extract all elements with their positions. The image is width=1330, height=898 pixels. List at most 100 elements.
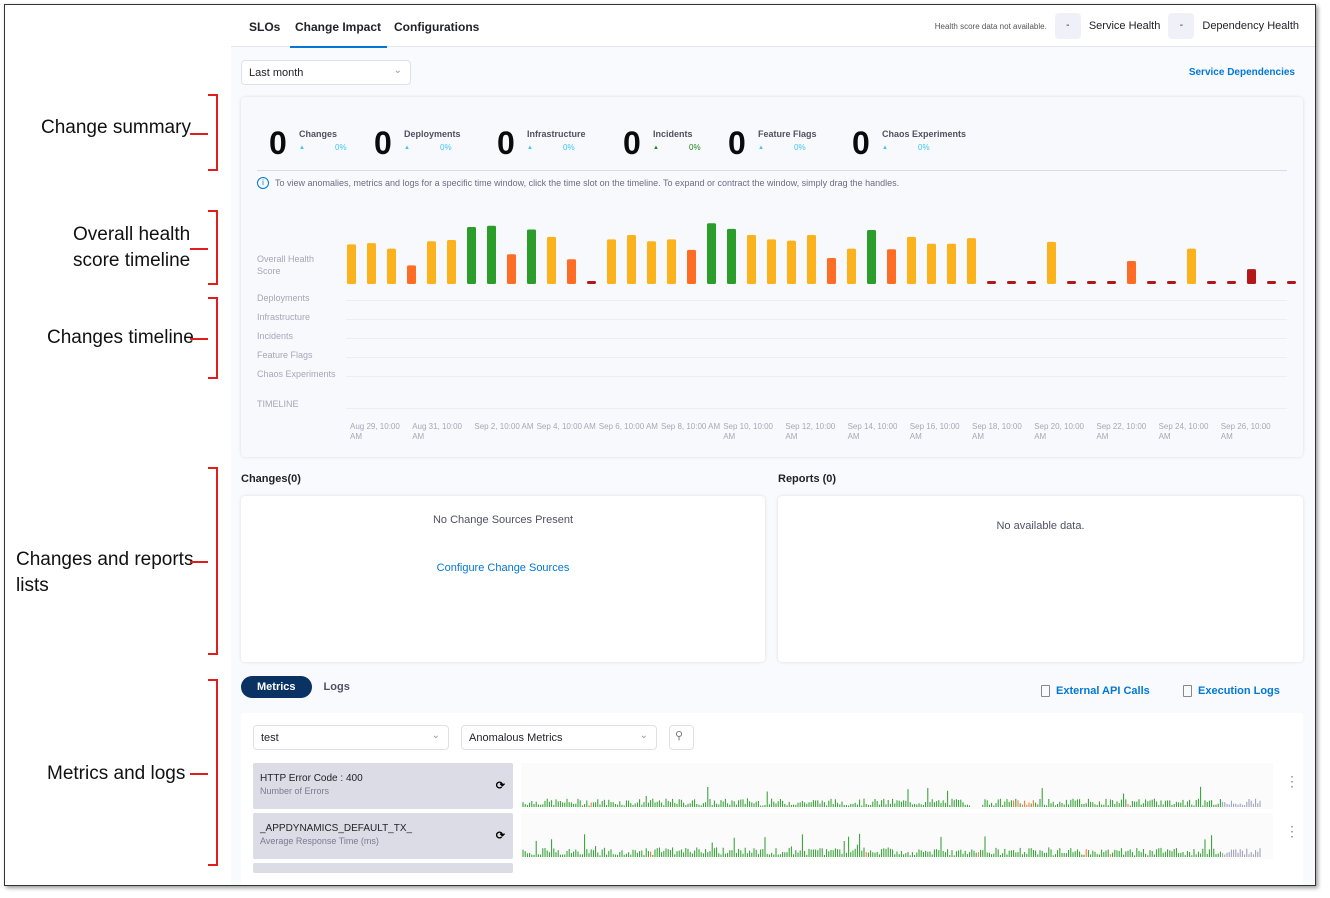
api-document-icon [1041, 685, 1050, 697]
health-bar[interactable] [347, 244, 356, 284]
search-button[interactable]: ⚲ [669, 725, 694, 750]
health-bar[interactable] [587, 281, 596, 284]
health-bar[interactable] [547, 236, 556, 284]
health-bar[interactable] [987, 281, 996, 284]
info-icon: i [257, 177, 269, 189]
health-bar[interactable] [727, 228, 736, 284]
health-bar[interactable] [427, 241, 436, 284]
health-bar[interactable] [967, 238, 976, 284]
health-bar[interactable] [1187, 248, 1196, 284]
health-bar[interactable] [1007, 281, 1016, 284]
health-bar[interactable] [487, 225, 496, 284]
tab-metrics[interactable]: Metrics [241, 676, 312, 698]
time-range-value: Last month [249, 67, 304, 79]
annotation-health-timeline: Overall health score timeline [73, 224, 191, 271]
health-bar[interactable] [1227, 281, 1236, 284]
health-bar[interactable] [707, 223, 716, 284]
trend-up-icon: ▲ [653, 145, 659, 151]
health-bar[interactable] [927, 243, 936, 284]
stat-count: 0 [728, 125, 746, 161]
service-dependencies-link[interactable]: Service Dependencies [1188, 67, 1295, 78]
service-health-label: Service Health [1088, 20, 1161, 32]
health-bar[interactable] [1207, 281, 1216, 284]
health-bar[interactable] [847, 248, 856, 284]
annotation-lists: Changes and reports lists [16, 549, 194, 596]
health-bar[interactable] [667, 239, 676, 284]
more-options-icon[interactable]: ⋮ [1285, 773, 1299, 789]
annotation-change-summary: Change summary [41, 117, 191, 138]
health-bar[interactable] [627, 235, 636, 284]
health-bar[interactable] [507, 254, 516, 284]
health-bar[interactable] [387, 248, 396, 284]
app: SLOs Change Impact Configurations Health… [231, 5, 1315, 885]
timeline-tick: Sep 8, 10:00 AM [661, 422, 721, 431]
more-options-icon[interactable]: ⋮ [1285, 823, 1299, 839]
health-bar[interactable] [747, 235, 756, 284]
execution-logs-link[interactable]: Execution Logs [1183, 685, 1280, 697]
configure-change-sources-link[interactable]: Configure Change Sources [436, 562, 570, 574]
health-bar[interactable] [447, 239, 456, 284]
stat-count: 0 [852, 125, 870, 161]
changes-list: No Change Sources Present Configure Chan… [241, 496, 765, 662]
health-bar[interactable] [647, 241, 656, 284]
stat-percent: 0% [563, 143, 575, 152]
health-status: Health score data not available. - Servi… [935, 13, 1299, 39]
timeline-tick: Sep 18, 10:00 AM [972, 422, 1022, 441]
row-line [346, 338, 1287, 339]
chevron-down-icon: ⌄ [431, 730, 440, 741]
metric-type-select[interactable]: Anomalous Metrics ⌄ [461, 725, 657, 750]
tab-slos[interactable]: SLOs [249, 20, 281, 34]
health-bar[interactable] [1127, 261, 1136, 284]
health-source-select[interactable]: test ⌄ [253, 725, 449, 750]
health-bar[interactable] [1267, 281, 1276, 284]
timeline-tick: Sep 24, 10:00 AM [1158, 422, 1209, 441]
health-bar[interactable] [367, 243, 376, 284]
screenshot-frame: Change summary Overall health score time… [4, 4, 1316, 886]
health-bar[interactable] [1167, 281, 1176, 284]
health-bar[interactable] [807, 235, 816, 284]
health-bar[interactable] [787, 240, 796, 284]
health-bar[interactable] [1107, 281, 1116, 284]
tab-logs[interactable]: Logs [323, 681, 350, 693]
tab-change-impact[interactable]: Change Impact [290, 20, 388, 48]
row-line [346, 300, 1287, 301]
health-bar[interactable] [767, 239, 776, 284]
health-bar[interactable] [1047, 241, 1056, 284]
health-bar[interactable] [947, 243, 956, 284]
chevron-down-icon: ⌄ [639, 730, 648, 741]
health-bar[interactable] [607, 239, 616, 284]
health-bar[interactable] [687, 249, 696, 284]
stat-percent: 0% [918, 143, 930, 152]
health-bar[interactable] [827, 257, 836, 284]
stat-label: Deployments [404, 129, 461, 139]
metric-row[interactable]: _APPDYNAMICS_DEFAULT_TX_ Average Response… [253, 813, 513, 859]
health-note: Health score data not available. [934, 21, 1047, 31]
stat-count: 0 [374, 125, 392, 161]
row-label-health: Overall Health Score [257, 254, 315, 276]
timeline-tick: Sep 4, 10:00 AM [536, 422, 596, 431]
health-bar[interactable] [1027, 281, 1036, 284]
health-bar[interactable] [907, 236, 916, 284]
timeline-tick: Sep 6, 10:00 AM [598, 422, 658, 431]
metric-row[interactable] [253, 863, 513, 873]
metric-row[interactable]: HTTP Error Code : 400 Number of Errors ⟳ [253, 763, 513, 809]
changes-empty: No Change Sources Present [432, 514, 574, 526]
timeline-tick: Sep 26, 10:00 AM [1220, 422, 1271, 441]
health-bar[interactable] [1067, 281, 1076, 284]
health-bar[interactable] [1247, 269, 1256, 284]
time-range-select[interactable]: Last month ⌄ [241, 60, 411, 85]
health-bar[interactable] [527, 229, 536, 284]
health-bar[interactable] [887, 249, 896, 284]
metric-title: _APPDYNAMICS_DEFAULT_TX_ [260, 823, 413, 834]
tab-configurations[interactable]: Configurations [394, 20, 480, 34]
health-bar[interactable] [867, 230, 876, 284]
health-bar[interactable] [407, 265, 416, 284]
health-bar[interactable] [1147, 281, 1156, 284]
annotation-changes-timeline: Changes timeline [47, 327, 194, 348]
health-score-chart[interactable] [241, 97, 1303, 457]
health-bar[interactable] [1287, 281, 1296, 284]
health-bar[interactable] [467, 226, 476, 284]
health-bar[interactable] [567, 259, 576, 284]
external-api-calls-link[interactable]: External API Calls [1041, 685, 1150, 697]
health-bar[interactable] [1087, 281, 1096, 284]
